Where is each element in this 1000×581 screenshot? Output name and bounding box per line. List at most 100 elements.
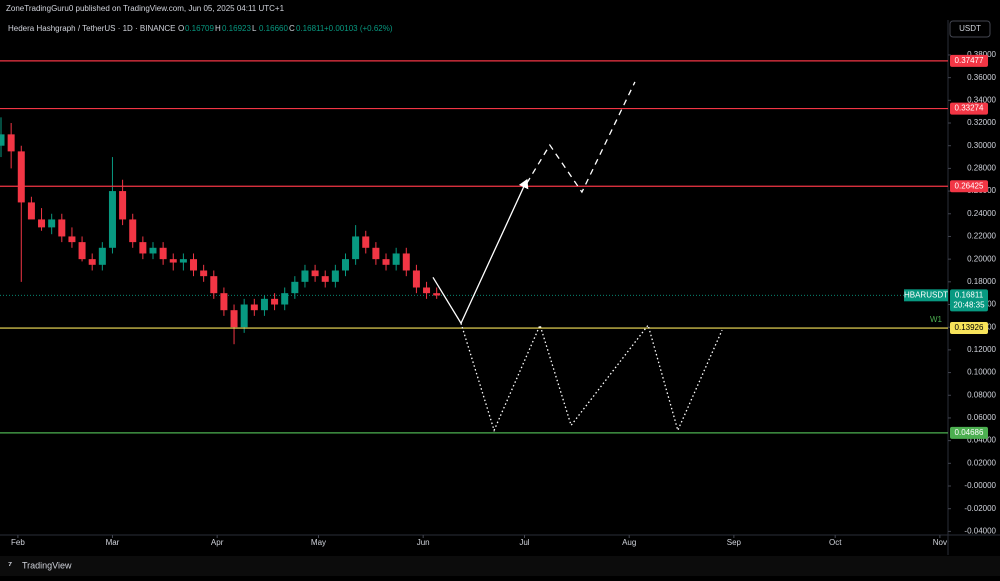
x-tick-label: Oct <box>829 538 842 547</box>
level-label: 0.33274 <box>955 104 984 113</box>
candle-body <box>169 259 177 263</box>
ohlc-value: 0.16923 <box>222 24 251 33</box>
logo: ⁷ <box>8 561 12 572</box>
candle-body <box>271 298 279 305</box>
currency[interactable]: USDT <box>959 24 981 33</box>
currency-button[interactable] <box>949 20 991 38</box>
countdown: 20:48:35 <box>953 300 985 309</box>
level-label-bg <box>950 426 988 439</box>
x-tick-label: Aug <box>622 538 636 547</box>
y-tick-label: -0.04000 <box>964 526 996 535</box>
candle-body <box>220 293 228 311</box>
level-label: 0.13926 <box>955 323 984 332</box>
ohlc-legend: O 0.16709 H 0.16923 L 0.16660 C 0.16811 +0.00103… <box>178 24 393 33</box>
ohlc-value: 0.16811 <box>296 24 325 33</box>
candle-body <box>372 247 380 260</box>
level-label: 0.26425 <box>955 181 984 190</box>
ohlc-value: 0.16709 <box>185 24 214 33</box>
ohlc-label: H <box>215 24 221 33</box>
candle-body <box>260 298 268 311</box>
candle-body <box>0 134 5 146</box>
candle-body <box>159 247 167 260</box>
level-label-bg <box>950 322 988 335</box>
x-tick-label: May <box>311 538 326 547</box>
y-tick-label: 0.18000 <box>967 277 996 286</box>
candle-body <box>48 219 56 228</box>
symbol-label-bg <box>904 289 948 302</box>
change: +0.00103 (+0.62%) <box>324 24 393 33</box>
candle-body <box>190 259 198 271</box>
candle-body <box>78 242 86 260</box>
y-tick-label: 0.10000 <box>967 368 996 377</box>
candle-body <box>352 236 360 260</box>
candle-body <box>291 281 299 294</box>
y-tick-label: 0.02000 <box>967 458 996 467</box>
candle-body <box>179 259 187 263</box>
level-label: 0.04686 <box>955 428 984 437</box>
candle-body <box>210 276 218 294</box>
x-tick-label: Jul <box>519 538 529 547</box>
y-tick-label: 0.20000 <box>967 254 996 263</box>
brand: TradingView <box>22 560 72 570</box>
publish-info: ZoneTradingGuru0 published on TradingVie… <box>6 4 285 13</box>
y-tick-label: 0.38000 <box>967 50 996 59</box>
candle-body <box>321 276 329 282</box>
y-tick-label: 0.22000 <box>967 232 996 241</box>
y-tick-label: 0.34000 <box>967 95 996 104</box>
symbol-title: Hedera Hashgraph / TetherUS · 1D · BINAN… <box>8 24 175 33</box>
candle-body <box>311 270 319 277</box>
y-tick-label: 0.28000 <box>967 164 996 173</box>
candle-body <box>119 191 127 220</box>
candle-body <box>200 270 208 277</box>
candle-body <box>38 219 46 228</box>
projection-dashed <box>526 81 636 194</box>
candle-body <box>281 293 289 305</box>
candle-body <box>301 270 309 282</box>
candle-body <box>139 242 147 254</box>
x-tick-label: Feb <box>11 538 25 547</box>
y-tick-label: 0.36000 <box>967 73 996 82</box>
x-tick-label: Nov <box>933 538 947 547</box>
candle-body <box>230 310 238 328</box>
x-tick-label: Mar <box>106 538 120 547</box>
candle-body <box>382 259 390 265</box>
y-tick-label: 0.12000 <box>967 345 996 354</box>
ohlc-label: C <box>289 24 295 33</box>
candle-body <box>433 293 441 296</box>
y-tick-label: -0.02000 <box>964 504 996 513</box>
ohlc-label: L <box>252 24 257 33</box>
candle-body <box>412 270 420 288</box>
x-tick-label: Apr <box>211 538 224 547</box>
candle-body <box>331 270 339 282</box>
candle-body <box>129 219 137 243</box>
y-tick-label: 0.06000 <box>967 413 996 422</box>
y-tick-label: 0.24000 <box>967 209 996 218</box>
candle-body <box>392 253 400 265</box>
level-label-bg <box>950 180 988 193</box>
symbol-label: HBARUSDT <box>904 290 948 299</box>
candle-body <box>7 134 15 152</box>
candle-body <box>108 191 116 248</box>
candle-body <box>250 304 258 311</box>
x-tick-label: Jun <box>417 538 430 547</box>
level-label: 0.37477 <box>955 56 984 65</box>
projection-dotted <box>460 323 723 433</box>
candle-body <box>98 247 106 265</box>
footer <box>0 556 1000 576</box>
candle-body <box>362 236 370 248</box>
y-tick-label: -0.00000 <box>964 481 996 490</box>
y-tick-label: 0.32000 <box>967 118 996 127</box>
price-label: 0.16811 <box>955 290 984 299</box>
candle-body <box>402 253 410 271</box>
candle-body <box>17 151 25 203</box>
y-tick-label: 0.04000 <box>967 436 996 445</box>
candle-body <box>341 259 349 271</box>
level-label-bg <box>950 54 988 67</box>
candle-body <box>58 219 66 237</box>
price-label-bg <box>950 289 988 312</box>
level-label-bg <box>950 102 988 115</box>
ohlc-label: O <box>178 24 184 33</box>
candle-body <box>423 287 431 294</box>
